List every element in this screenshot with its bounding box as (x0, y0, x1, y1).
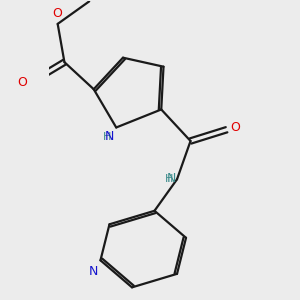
Text: O: O (230, 121, 240, 134)
Text: N: N (89, 265, 98, 278)
Text: N: N (105, 130, 114, 143)
Text: O: O (53, 7, 63, 20)
Text: H: H (102, 132, 111, 142)
Text: O: O (17, 76, 27, 89)
Text: N: N (167, 172, 176, 185)
Text: H: H (165, 174, 173, 184)
